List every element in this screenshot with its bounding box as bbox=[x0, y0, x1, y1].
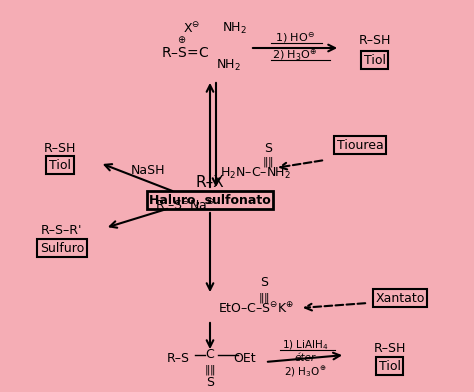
Text: H$_2$N–C–NH$_2$: H$_2$N–C–NH$_2$ bbox=[219, 165, 291, 181]
Text: R–S: R–S bbox=[166, 352, 190, 365]
Text: 2) H$_3$O$^{\oplus}$: 2) H$_3$O$^{\oplus}$ bbox=[284, 365, 326, 379]
Text: S: S bbox=[206, 376, 214, 388]
Text: R–$\overset{\oplus}{\mathrm{S}}$=C: R–$\overset{\oplus}{\mathrm{S}}$=C bbox=[161, 36, 209, 60]
Text: Tiourea: Tiourea bbox=[337, 138, 383, 151]
Text: C: C bbox=[206, 348, 214, 361]
Text: 2) H$_3$O$^{\oplus}$: 2) H$_3$O$^{\oplus}$ bbox=[273, 47, 318, 62]
Text: éter: éter bbox=[294, 353, 316, 363]
Text: NH$_2$: NH$_2$ bbox=[216, 58, 240, 73]
Text: R'–S$^{\ominus}$Na$^{\oplus}$: R'–S$^{\ominus}$Na$^{\oplus}$ bbox=[155, 198, 215, 212]
Text: R–X: R–X bbox=[196, 174, 224, 189]
Text: X$^{\ominus}$: X$^{\ominus}$ bbox=[183, 20, 201, 36]
Text: S: S bbox=[264, 142, 272, 154]
Text: Xantato: Xantato bbox=[375, 292, 425, 305]
Text: Tiol: Tiol bbox=[364, 53, 386, 67]
Text: 1) LiAlH$_4$: 1) LiAlH$_4$ bbox=[282, 338, 328, 352]
Text: Sulfuro: Sulfuro bbox=[40, 241, 84, 254]
Text: $\|\|$: $\|\|$ bbox=[258, 291, 270, 305]
Text: R–SH: R–SH bbox=[44, 142, 76, 154]
Text: NH$_2$: NH$_2$ bbox=[221, 20, 246, 36]
Text: R–SH: R–SH bbox=[374, 341, 406, 354]
Text: R–SH: R–SH bbox=[359, 33, 391, 47]
Text: $\|\|$: $\|\|$ bbox=[204, 363, 216, 377]
Text: Tiol: Tiol bbox=[49, 158, 71, 172]
Text: Haluro, sulfonato: Haluro, sulfonato bbox=[149, 194, 271, 207]
Text: $\|\|$: $\|\|$ bbox=[262, 155, 274, 169]
Text: NaSH: NaSH bbox=[131, 163, 165, 176]
Text: S: S bbox=[260, 276, 268, 290]
Text: EtO–C–S$^{\ominus}$K$^{\oplus}$: EtO–C–S$^{\ominus}$K$^{\oplus}$ bbox=[218, 301, 294, 316]
Text: R–S–R': R–S–R' bbox=[41, 223, 83, 236]
Text: Tiol: Tiol bbox=[379, 359, 401, 372]
Text: OEt: OEt bbox=[234, 352, 256, 365]
Text: 1) HO$^{\ominus}$: 1) HO$^{\ominus}$ bbox=[275, 31, 315, 45]
